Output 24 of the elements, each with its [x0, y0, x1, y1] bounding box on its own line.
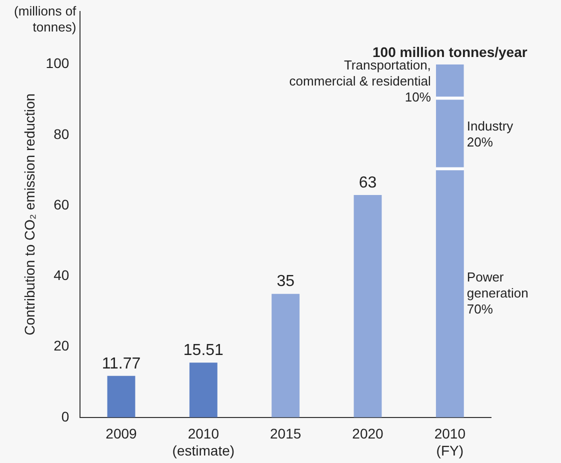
bar: [436, 170, 464, 418]
bar: [189, 362, 218, 418]
y-tick-label: 40: [54, 267, 70, 284]
y-tick-label: 80: [54, 126, 70, 142]
data-label: 11.77: [102, 355, 141, 372]
y-tick-label: 0: [61, 408, 70, 424]
x-tick-label: 2010 (estimate): [172, 426, 235, 458]
series-label: Transportation, commercial & residential 10%: [289, 58, 432, 105]
data-label: 63: [358, 174, 377, 192]
x-tick-label: 2020: [352, 426, 384, 442]
data-label: 15.51: [183, 342, 224, 360]
x-tick-label: 2015: [270, 426, 302, 442]
y-axis-title: Contribution to CO₂ emission reduction: [21, 93, 38, 336]
data-label: 35: [276, 273, 295, 290]
total-label: 100 million tonnes/year: [372, 44, 528, 60]
series-label: Industry 20%: [466, 118, 514, 150]
x-tick-label: 2010 (FY): [434, 426, 466, 458]
text: (millions of tonnes): [14, 4, 77, 35]
series-label: Power generation 70%: [466, 269, 528, 316]
bar: [107, 376, 136, 418]
y-tick-label: 20: [54, 338, 70, 354]
y-tick-label: 100: [46, 55, 70, 72]
y-tick-label: 60: [54, 196, 70, 212]
x-tick-label: 2009: [106, 426, 138, 442]
